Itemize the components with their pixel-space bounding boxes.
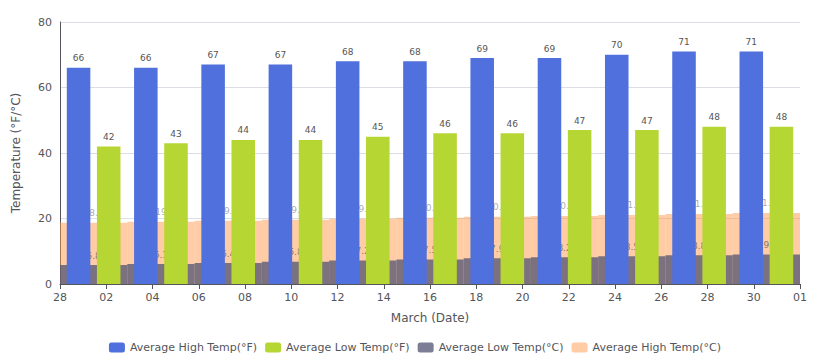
svg-text:60: 60 [38,81,52,94]
svg-text:44: 44 [305,125,317,135]
svg-text:0: 0 [45,278,52,291]
svg-text:02: 02 [99,291,113,304]
svg-text:12: 12 [331,291,345,304]
svg-text:66: 66 [140,53,152,63]
svg-text:Average High Temp(°C): Average High Temp(°C) [593,341,722,354]
svg-text:69: 69 [476,44,488,54]
svg-text:24: 24 [608,291,622,304]
svg-text:47: 47 [574,116,585,126]
svg-text:40: 40 [38,147,52,160]
svg-text:48: 48 [776,112,788,122]
svg-text:01: 01 [793,291,807,304]
svg-text:14: 14 [377,291,391,304]
svg-text:67: 67 [275,50,286,60]
svg-text:45: 45 [372,122,383,132]
svg-text:22: 22 [562,291,576,304]
svg-text:Average Low Temp(°F): Average Low Temp(°F) [286,341,410,354]
svg-text:04: 04 [146,291,160,304]
svg-text:71: 71 [746,37,757,47]
svg-text:28: 28 [53,291,67,304]
svg-text:26: 26 [654,291,668,304]
svg-text:Temperature (°F/°C): Temperature (°F/°C) [9,93,23,215]
svg-text:48: 48 [708,112,720,122]
svg-text:43: 43 [170,129,181,139]
svg-text:69: 69 [544,44,556,54]
svg-text:08: 08 [238,291,252,304]
svg-text:80: 80 [38,16,52,29]
svg-text:70: 70 [611,40,623,50]
svg-text:20: 20 [516,291,530,304]
svg-text:66: 66 [73,53,85,63]
svg-text:Average Low Temp(°C): Average Low Temp(°C) [439,341,564,354]
svg-text:42: 42 [103,132,114,142]
svg-text:67: 67 [207,50,218,60]
svg-text:18: 18 [469,291,483,304]
svg-text:46: 46 [439,119,451,129]
svg-text:68: 68 [409,47,421,57]
svg-text:10: 10 [284,291,298,304]
svg-text:30: 30 [747,291,761,304]
svg-text:20: 20 [38,212,52,225]
svg-text:March (Date): March (Date) [391,311,469,325]
svg-text:68: 68 [342,47,354,57]
svg-text:71: 71 [678,37,689,47]
svg-text:16: 16 [423,291,437,304]
svg-text:9: 9 [763,240,769,250]
svg-text:44: 44 [238,125,250,135]
svg-text:47: 47 [641,116,652,126]
svg-text:06: 06 [192,291,206,304]
svg-text:28: 28 [701,291,715,304]
svg-text:46: 46 [507,119,519,129]
svg-text:Average High Temp(°F): Average High Temp(°F) [130,341,257,354]
